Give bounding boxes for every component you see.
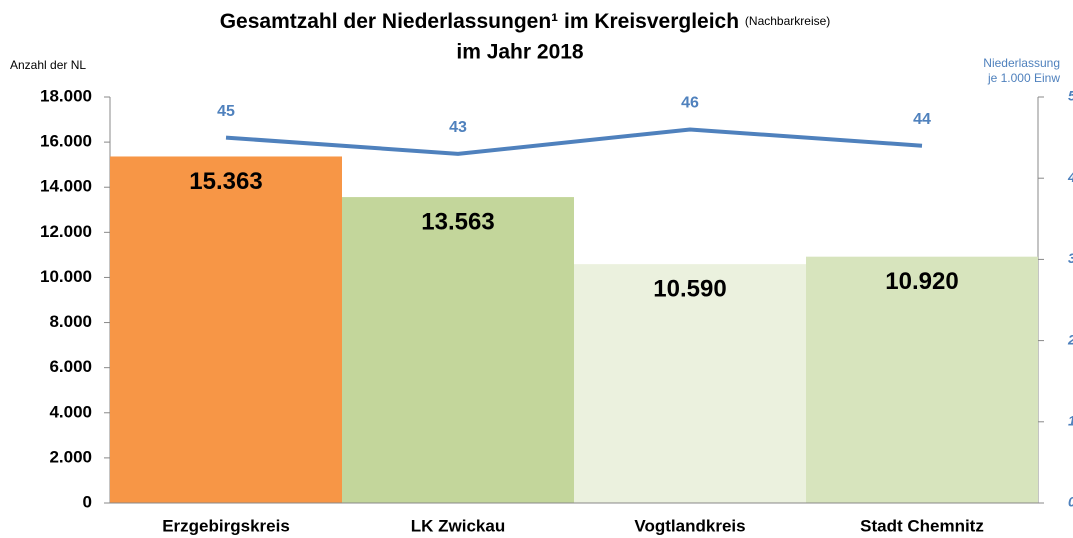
line-value-label: 46 bbox=[681, 95, 699, 112]
line-value-label: 44 bbox=[913, 111, 931, 128]
y-tick-label: 14.000 bbox=[40, 177, 92, 196]
bar bbox=[806, 256, 1038, 503]
line-value-label: 45 bbox=[217, 103, 235, 120]
chart-subtitle: im Jahr 2018 bbox=[456, 41, 584, 64]
x-tick-label: LK Zwickau bbox=[411, 516, 505, 535]
y2-tick-label: 10 bbox=[1068, 413, 1073, 429]
y2-axis-label: je 1.000 Einw bbox=[987, 71, 1060, 85]
y2-tick-label: 40 bbox=[1067, 169, 1073, 185]
y-tick-label: 8.000 bbox=[49, 312, 92, 331]
bar-value-label: 10.920 bbox=[885, 268, 958, 295]
x-tick-label: Erzgebirgskreis bbox=[162, 516, 290, 535]
y2-tick-label: 50 bbox=[1068, 88, 1073, 104]
y-axis-label: Anzahl der NL bbox=[10, 58, 86, 72]
chart-title: Gesamtzahl der Niederlassungen¹ im Kreis… bbox=[220, 10, 831, 33]
bar-value-label: 10.590 bbox=[653, 275, 726, 302]
y2-axis-label: Niederlassung bbox=[983, 56, 1060, 70]
y-tick-label: 10.000 bbox=[40, 267, 92, 286]
line bbox=[225, 127, 923, 156]
y-tick-label: 0 bbox=[83, 492, 92, 511]
bar bbox=[342, 197, 574, 504]
y2-tick-label: 0 bbox=[1068, 494, 1073, 510]
x-tick-label: Vogtlandkreis bbox=[634, 516, 745, 535]
y-tick-label: 4.000 bbox=[49, 402, 92, 421]
x-tick-label: Stadt Chemnitz bbox=[860, 516, 984, 535]
y2-tick-label: 20 bbox=[1067, 331, 1073, 347]
line-value-label: 43 bbox=[449, 119, 467, 136]
bar bbox=[110, 156, 342, 503]
y-tick-label: 18.000 bbox=[40, 86, 92, 105]
title-note: (Nachbarkreise) bbox=[745, 14, 830, 28]
y2-tick-label: 30 bbox=[1068, 250, 1073, 266]
bar-value-label: 13.563 bbox=[421, 208, 494, 235]
bar bbox=[574, 264, 806, 503]
y-tick-label: 2.000 bbox=[49, 447, 92, 466]
title-main: Gesamtzahl der Niederlassungen¹ im Kreis… bbox=[220, 10, 739, 33]
y-tick-label: 12.000 bbox=[40, 222, 92, 241]
y-tick-label: 6.000 bbox=[49, 357, 92, 376]
bar-value-label: 15.363 bbox=[189, 168, 262, 195]
y-tick-label: 16.000 bbox=[40, 132, 92, 151]
